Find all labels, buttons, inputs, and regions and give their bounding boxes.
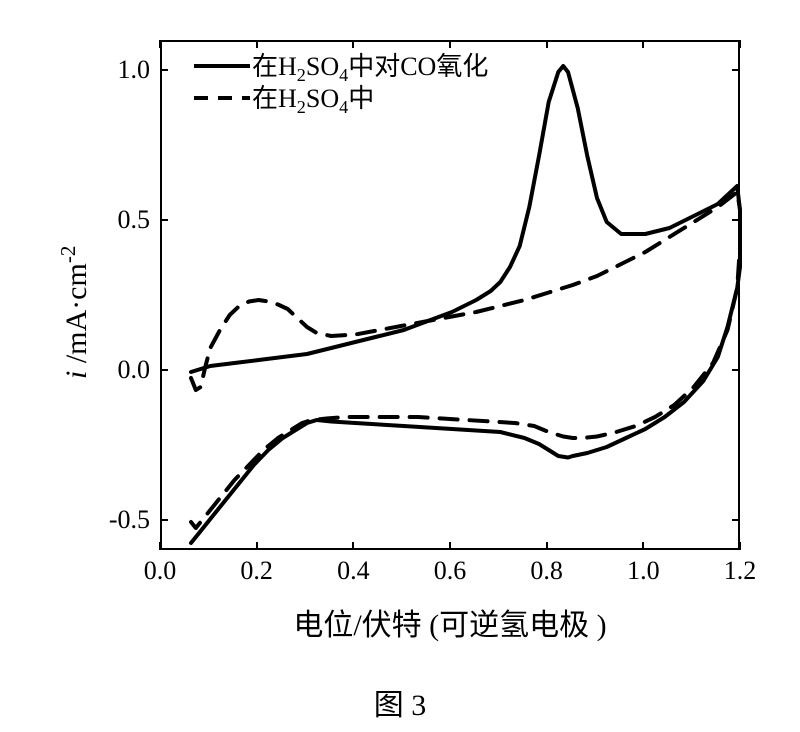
x-tick-mark: [546, 542, 548, 550]
x-tick-mark: [159, 40, 161, 48]
y-tick-mark: [732, 219, 740, 221]
y-tick-mark: [160, 69, 168, 71]
x-tick-mark: [352, 542, 354, 550]
figure-caption: 图 3: [0, 680, 800, 724]
y-tick-mark: [160, 369, 168, 371]
x-tick-label: 0.0: [135, 556, 185, 586]
y-axis-label: i /mA·cm-2: [56, 219, 94, 379]
x-tick-label: 1.2: [715, 556, 765, 586]
y-tick-label: 1.0: [90, 55, 150, 85]
y-tick-mark: [160, 219, 168, 221]
legend-swatch-dashed: [192, 82, 252, 114]
x-tick-mark: [449, 542, 451, 550]
x-axis-label: 电位/伏特 (可逆氢电极 ): [200, 600, 700, 644]
x-tick-label: 0.4: [328, 556, 378, 586]
ylabel-prefix: i: [60, 371, 93, 379]
figure-container: i /mA·cm-2 在H2SO4中对CO氧化 在H2SO4中: [40, 20, 760, 640]
ylabel-sup: -2: [56, 246, 80, 264]
y-tick-mark: [732, 519, 740, 521]
legend-swatch-solid: [192, 50, 252, 82]
x-tick-label: 1.0: [618, 556, 668, 586]
x-tick-mark: [739, 40, 741, 48]
y-tick-mark: [160, 519, 168, 521]
x-tick-label: 0.2: [232, 556, 282, 586]
plot-area: 在H2SO4中对CO氧化 在H2SO4中: [160, 40, 740, 550]
x-tick-label: 0.8: [522, 556, 572, 586]
x-tick-mark: [159, 542, 161, 550]
x-tick-mark: [642, 542, 644, 550]
y-tick-mark: [732, 369, 740, 371]
y-tick-mark: [732, 69, 740, 71]
plot-svg: [162, 42, 742, 552]
y-tick-label: 0.0: [90, 355, 150, 385]
x-tick-mark: [546, 40, 548, 48]
y-tick-label: 0.5: [90, 205, 150, 235]
legend: 在H2SO4中对CO氧化 在H2SO4中: [192, 50, 488, 114]
x-tick-mark: [642, 40, 644, 48]
series-CO_oxidation_in_H2SO4: [191, 66, 742, 543]
x-tick-label: 0.6: [425, 556, 475, 586]
x-tick-mark: [352, 40, 354, 48]
x-tick-mark: [739, 542, 741, 550]
x-tick-mark: [256, 542, 258, 550]
x-tick-mark: [256, 40, 258, 48]
legend-row-1: 在H2SO4中: [192, 82, 488, 114]
x-tick-mark: [449, 40, 451, 48]
y-tick-label: -0.5: [90, 505, 150, 535]
ylabel-rest: /mA·cm: [60, 263, 93, 370]
legend-label-1: 在H2SO4中: [252, 78, 374, 118]
